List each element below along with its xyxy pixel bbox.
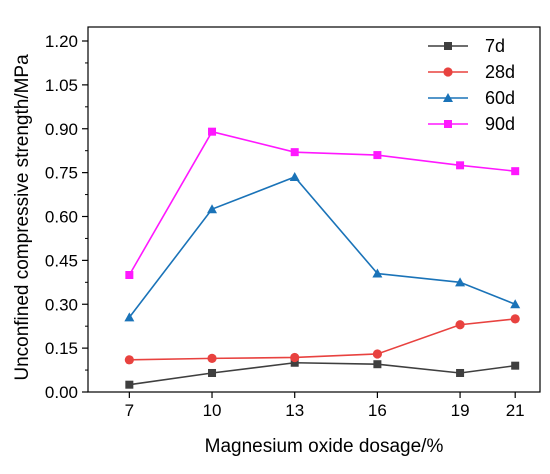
legend-item: 60d: [428, 88, 515, 108]
marker-circle: [124, 355, 134, 365]
x-tick-label: 13: [285, 401, 304, 420]
x-tick-label: 21: [506, 401, 525, 420]
y-tick-label: 0.75: [45, 164, 78, 183]
y-tick-label: 0.90: [45, 120, 78, 139]
legend-item: 28d: [428, 62, 515, 82]
x-tick-label: 16: [368, 401, 387, 420]
marker-triangle: [510, 299, 521, 309]
legend: 7d 28d 60d 90d: [428, 36, 515, 134]
x-axis-title: Magnesium oxide dosage/%: [205, 436, 444, 457]
legend-item: 90d: [428, 114, 515, 134]
y-tick-label: 0.45: [45, 251, 78, 270]
marker-triangle: [207, 204, 218, 214]
x-tick-label: 7: [125, 401, 134, 420]
series-28d: [124, 314, 520, 365]
legend-label: 28d: [485, 62, 515, 82]
y-tick-label: 1.05: [45, 76, 78, 95]
legend-label: 7d: [485, 36, 505, 56]
marker-triangle: [443, 93, 453, 102]
marker-circle: [290, 352, 300, 363]
marker-triangle: [455, 277, 466, 287]
series-60d: [124, 172, 521, 322]
series-line: [128, 176, 516, 318]
marker-circle: [510, 314, 520, 324]
marker-square: [290, 148, 299, 157]
marker-square: [125, 271, 134, 279]
series-7d: [125, 358, 520, 389]
marker-square: [444, 120, 452, 128]
marker-square: [444, 42, 452, 50]
y-tick-label: 1.20: [45, 32, 78, 51]
marker-circle: [455, 320, 465, 330]
legend-label: 90d: [485, 114, 515, 134]
marker-circle: [443, 67, 453, 77]
y-tick-label: 0.30: [45, 295, 78, 314]
marker-triangle: [124, 312, 135, 322]
plot-frame: [87, 26, 541, 393]
y-tick-label: 0.60: [45, 208, 78, 227]
marker-square: [373, 360, 382, 369]
legend-item: 7d: [428, 36, 505, 56]
marker-triangle: [372, 268, 383, 278]
series-line: [128, 130, 516, 276]
plot-border: [87, 26, 541, 393]
y-axis-title: Unconfined compressive strength/MPa: [12, 54, 33, 381]
series-90d: [125, 127, 520, 279]
marker-square: [290, 358, 299, 367]
marker-triangle: [289, 172, 300, 182]
marker-square: [511, 361, 520, 370]
x-tick-label: 10: [203, 401, 222, 420]
series-lines: [124, 127, 521, 389]
marker-square: [208, 368, 217, 377]
series-line: [129, 318, 516, 361]
series-line: [129, 361, 516, 386]
marker-square: [373, 151, 382, 160]
y-tick-label: 0.00: [45, 383, 78, 402]
marker-square: [511, 167, 520, 176]
marker-square: [125, 380, 134, 389]
marker-circle: [207, 353, 217, 363]
y-tick-label: 0.15: [45, 339, 78, 358]
marker-square: [456, 368, 465, 377]
legend-label: 60d: [485, 88, 515, 108]
marker-circle: [372, 349, 382, 359]
marker-square: [208, 127, 217, 136]
marker-square: [456, 161, 465, 170]
x-axis: 7 10 13 16 19 21: [125, 392, 525, 420]
x-tick-label: 19: [451, 401, 470, 420]
y-axis: 0.00 0.15 0.30 0.45 0.60 0.75 0.90 1.05 1.20: [45, 32, 88, 402]
